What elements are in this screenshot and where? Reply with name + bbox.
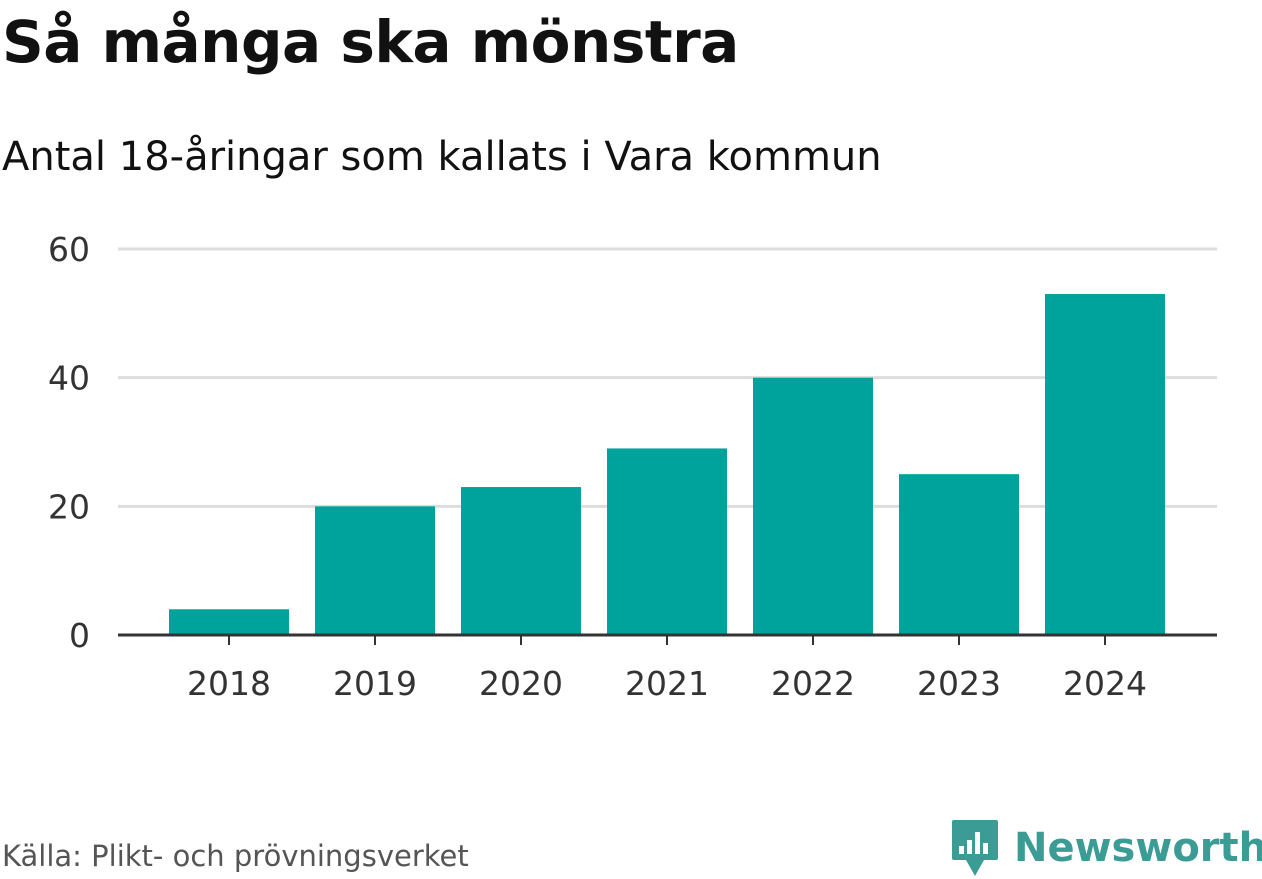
x-tick-label: 2019 bbox=[333, 664, 417, 703]
y-tick-label: 60 bbox=[48, 230, 90, 269]
x-tick-label: 2020 bbox=[479, 664, 563, 703]
y-tick-label: 0 bbox=[69, 616, 90, 655]
y-tick-label: 20 bbox=[48, 487, 90, 526]
x-tick-label: 2021 bbox=[625, 664, 709, 703]
bar-2020 bbox=[461, 487, 581, 635]
bar-2022 bbox=[753, 377, 873, 635]
bar-2019 bbox=[315, 506, 435, 635]
x-tick-label: 2022 bbox=[771, 664, 855, 703]
bar-2021 bbox=[607, 448, 727, 635]
y-tick-label: 40 bbox=[48, 359, 90, 398]
x-axis bbox=[118, 633, 1217, 645]
bar-2023 bbox=[899, 474, 1019, 635]
chart-subtitle: Antal 18-åringar som kallats i Vara komm… bbox=[2, 134, 882, 180]
source-note: Källa: Plikt- och prövningsverket bbox=[2, 839, 469, 873]
x-tick-label: 2023 bbox=[917, 664, 1001, 703]
brand-name: Newsworthy bbox=[1014, 825, 1262, 871]
bars bbox=[169, 294, 1165, 635]
bar-2024 bbox=[1045, 294, 1165, 635]
tick-labels: 0 20 40 60 2018 2019 2020 2021 2022 2023 2024 bbox=[48, 230, 1147, 703]
bar-2018 bbox=[169, 609, 289, 635]
x-tick-label: 2018 bbox=[187, 664, 271, 703]
brand-logo: Newsworthy bbox=[950, 818, 1262, 878]
chart-title: Så många ska mönstra bbox=[2, 8, 739, 76]
x-tick-label: 2024 bbox=[1063, 664, 1147, 703]
newsworthy-logo-icon bbox=[952, 820, 998, 876]
